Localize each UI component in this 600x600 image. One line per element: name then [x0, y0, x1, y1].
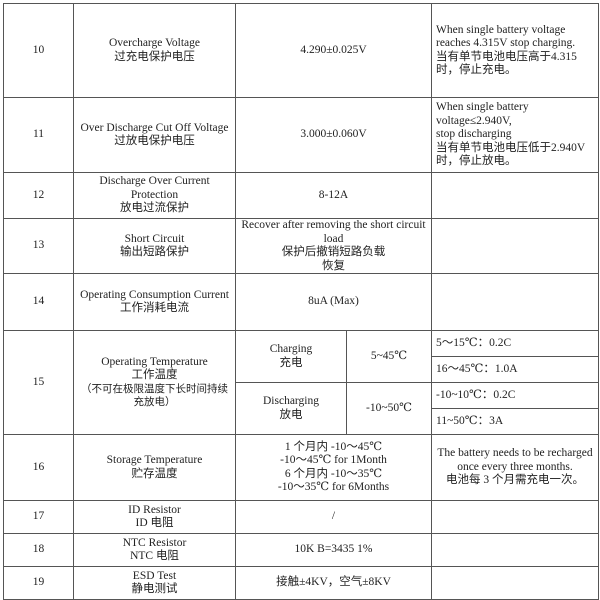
value-line: -10～45℃ for 1Month	[280, 454, 387, 466]
value-zh: 保护后撤销短路负载	[281, 246, 386, 258]
value: 8-12A	[235, 172, 432, 219]
row-number: 11	[3, 97, 74, 173]
table-row: 16 Storage Temperature 贮存温度 1 个月内 -10～45℃…	[3, 434, 599, 501]
row-number: 12	[3, 172, 74, 219]
table-row: 18 NTC Resistor NTC 电阻 10K B=3435 1%	[3, 533, 599, 567]
item-zh: 过放电保护电压	[114, 135, 195, 147]
item-name: Discharge Over Current Protection 放电过流保护	[73, 172, 236, 219]
item-zh: 静电测试	[131, 583, 178, 595]
item-zh: 工作消耗电流	[120, 302, 189, 314]
spec-table: 10 Overcharge Voltage 过充电保护电压 4.290±0.025…	[3, 3, 599, 600]
item-zh: 工作温度	[131, 369, 178, 381]
item-en: Overcharge Voltage	[108, 37, 200, 49]
row-number: 15	[3, 330, 74, 435]
row-number: 14	[3, 273, 74, 331]
note-en: The battery needs to be recharged once e…	[437, 447, 593, 473]
note	[431, 500, 599, 534]
item-name: NTC Resistor NTC 电阻	[73, 533, 236, 567]
item-name: Over Discharge Cut Off Voltage 过放电保护电压	[73, 97, 236, 173]
item-name: ID Resistor ID 电阻	[73, 500, 236, 534]
item-en: Operating Consumption Current	[80, 288, 229, 301]
table-row: 16～45℃：1.0A	[4, 356, 599, 383]
row-number: 13	[3, 218, 74, 274]
note-en: When single battery voltage reaches 4.31…	[436, 23, 576, 50]
value: 10K B=3435 1%	[235, 533, 432, 567]
value-line: 6 个月内 -10～35℃	[284, 467, 383, 480]
item-en: NTC Resistor	[122, 536, 187, 549]
item-en: Short Circuit	[124, 232, 185, 245]
note-en: When single battery voltage≤2.940V,	[436, 101, 529, 127]
table-row: 10 Overcharge Voltage 过充电保护电压 4.290±0.025…	[3, 3, 599, 98]
row-number: 10	[3, 3, 74, 98]
value: 1 个月内 -10～45℃ -10～45℃ for 1Month 6 个月内 -10…	[235, 434, 432, 501]
discharging-en: Discharging	[262, 395, 319, 407]
charging-en: Charging	[269, 343, 313, 355]
item-zh: NTC 电阻	[130, 550, 179, 562]
value: 4.290±0.025V	[235, 3, 432, 98]
note: The battery needs to be recharged once e…	[431, 434, 599, 501]
table-row: 19 ESD Test 静电测试 接触±4KV，空气±8KV	[3, 566, 599, 600]
item-name: Operating Temperature 工作温度 （不可在极限温度下长时间持续充…	[73, 330, 236, 435]
discharging-note: -10~10℃：0.2C	[431, 382, 599, 409]
row-number: 17	[3, 500, 74, 534]
item-name: Operating Consumption Current 工作消耗电流	[73, 273, 236, 331]
note	[431, 218, 599, 274]
table-row: 11 Over Discharge Cut Off Voltage 过放电保护电压…	[3, 97, 599, 173]
note-zh: 当有单节电池电压高于4.315 时，停止充电。	[436, 50, 577, 77]
discharging-range: -10~50℃	[346, 382, 432, 435]
item-name: Overcharge Voltage 过充电保护电压	[73, 3, 236, 98]
value-line: -10～35℃ for 6Months	[277, 481, 390, 493]
note	[431, 172, 599, 219]
item-zh: 输出短路保护	[120, 246, 189, 258]
item-zh: ID 电阻	[135, 517, 174, 529]
row-number: 16	[3, 434, 74, 501]
value: 3.000±0.060V	[235, 97, 432, 173]
table-row: Discharging 放电 -10~50℃ -10~10℃：0.2C	[4, 382, 599, 435]
value: 接触±4KV，空气±8KV	[235, 566, 432, 600]
item-name: Short Circuit 输出短路保护	[73, 218, 236, 274]
charging-note: 16～45℃：1.0A	[431, 356, 599, 383]
item-en: ESD Test	[132, 569, 177, 582]
item-en: Operating Temperature	[101, 355, 208, 368]
value: Recover after removing the short circuit…	[235, 218, 432, 274]
charging-zh: 充电	[279, 356, 303, 369]
table-row: 15 Operating Temperature 工作温度 （不可在极限温度下长时间…	[3, 330, 599, 435]
item-en: Discharge Over Current Protection	[99, 175, 210, 201]
note: When single battery voltage reaches 4.31…	[431, 3, 599, 98]
item-zh: 过充电保护电压	[114, 50, 195, 63]
note-en: stop discharging	[436, 128, 512, 141]
item-zh: 贮存温度	[131, 467, 178, 480]
charging-range: 5~45℃	[346, 330, 432, 383]
discharging-label: Discharging 放电	[235, 382, 347, 435]
row-number: 18	[3, 533, 74, 567]
discharging-zh: 放电	[279, 408, 303, 421]
item-name: ESD Test 静电测试	[73, 566, 236, 600]
note	[431, 273, 599, 331]
item-zh: 放电过流保护	[120, 202, 189, 215]
row-number: 19	[3, 566, 74, 600]
discharging-note: 11~50℃：3A	[431, 408, 599, 435]
table-row: 17 ID Resistor ID 电阻 /	[3, 500, 599, 534]
charging-note: 5～15℃：0.2C	[431, 330, 599, 357]
note	[431, 533, 599, 567]
item-name: Storage Temperature 贮存温度	[73, 434, 236, 501]
value: 8uA (Max)	[235, 273, 432, 331]
item-en: Over Discharge Cut Off Voltage	[80, 121, 229, 134]
note: When single battery voltage≤2.940V, stop …	[431, 97, 599, 173]
value-en: Recover after removing the short circuit…	[241, 219, 426, 245]
item-en: ID Resistor	[128, 503, 181, 516]
table-row: 13 Short Circuit 输出短路保护 Recover after rem…	[3, 218, 599, 274]
table-row: 14 Operating Consumption Current 工作消耗电流 8…	[3, 273, 599, 331]
item-en: Storage Temperature	[106, 454, 203, 466]
charging-label: Charging 充电	[235, 330, 347, 383]
value-line: 1 个月内 -10～45℃	[284, 440, 383, 453]
note-zh: 当有单节电池电压低于2.940V 时，停止放电。	[436, 141, 585, 168]
value: /	[235, 500, 432, 534]
item-note: （不可在极限温度下长时间持续充放电）	[81, 383, 228, 409]
table-row: 12 Discharge Over Current Protection 放电过流…	[3, 172, 599, 219]
value-zh: 恢复	[322, 259, 345, 272]
note-zh: 电池每 3 个月需充电一次。	[446, 474, 584, 487]
note	[431, 566, 599, 600]
